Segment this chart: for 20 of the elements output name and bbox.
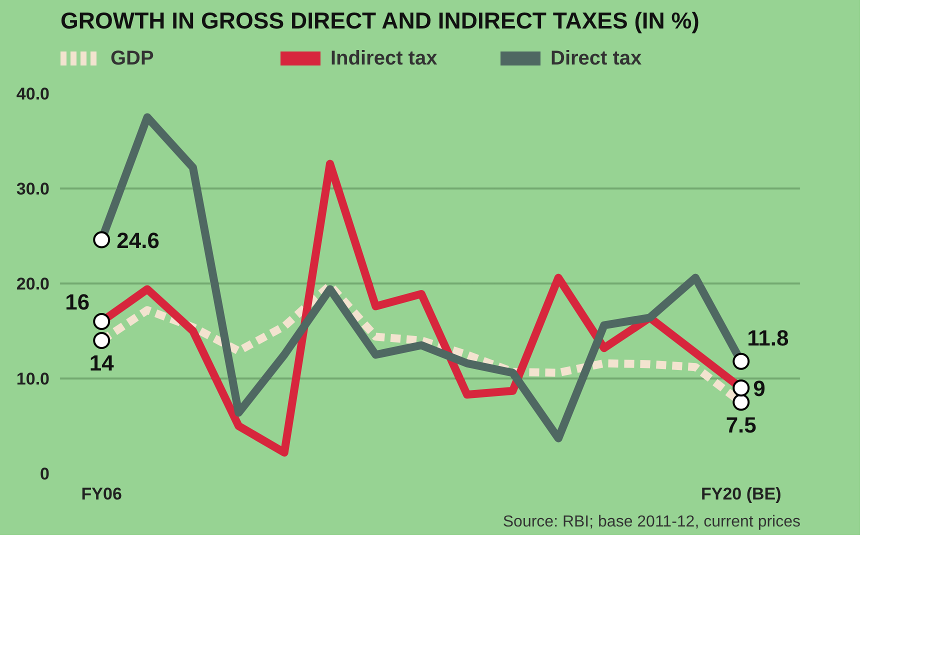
legend-label: GDP: [110, 48, 154, 70]
data-label: 11.8: [747, 325, 789, 350]
y-tick-label: 0: [40, 464, 50, 484]
point: [732, 394, 750, 411]
point: [93, 332, 110, 349]
y-tick-label: 30.0: [16, 180, 50, 198]
y-tick-label: 20.0: [16, 274, 50, 294]
y-tick-label: 10.0: [16, 370, 50, 388]
data-label: 7.5: [726, 412, 756, 438]
x-tick-label: FY06: [81, 484, 122, 504]
data-label: 14: [89, 350, 115, 376]
chart-title: GROWTH IN GROSS DIRECT AND INDIRECT TAXES (IN %): [60, 8, 700, 34]
legend-label: Indirect tax: [330, 48, 438, 70]
y-tick-label: 40.0: [16, 84, 50, 104]
data-label: 24.6: [116, 228, 160, 253]
data-label: 16: [65, 290, 90, 314]
data-label: 9: [753, 376, 766, 401]
legend-label: Direct tax: [550, 48, 642, 70]
source-note: Source: RBI; base 2011-12, current prices: [502, 514, 801, 530]
x-tick-label: FY20 (BE): [700, 484, 782, 504]
